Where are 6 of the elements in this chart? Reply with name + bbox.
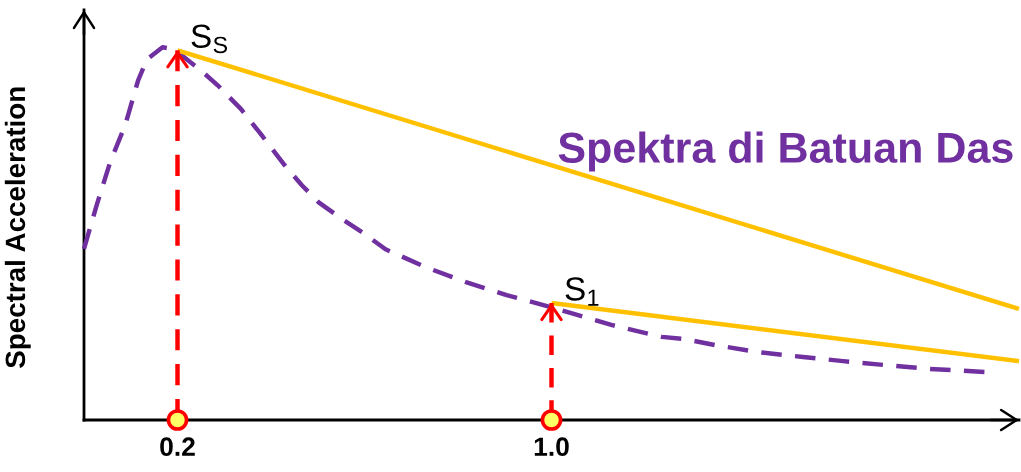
text: Spektra di Batuan Das	[558, 131, 1013, 172]
annotation: S$_{S}$	[191, 24, 228, 54]
y-axis-title: Spectral Acceleration	[4, 87, 31, 369]
annotation: S$_{1}$	[565, 277, 599, 306]
x-tick-label: 0.2	[160, 437, 195, 457]
x-tick-label: 1.0	[534, 437, 569, 457]
